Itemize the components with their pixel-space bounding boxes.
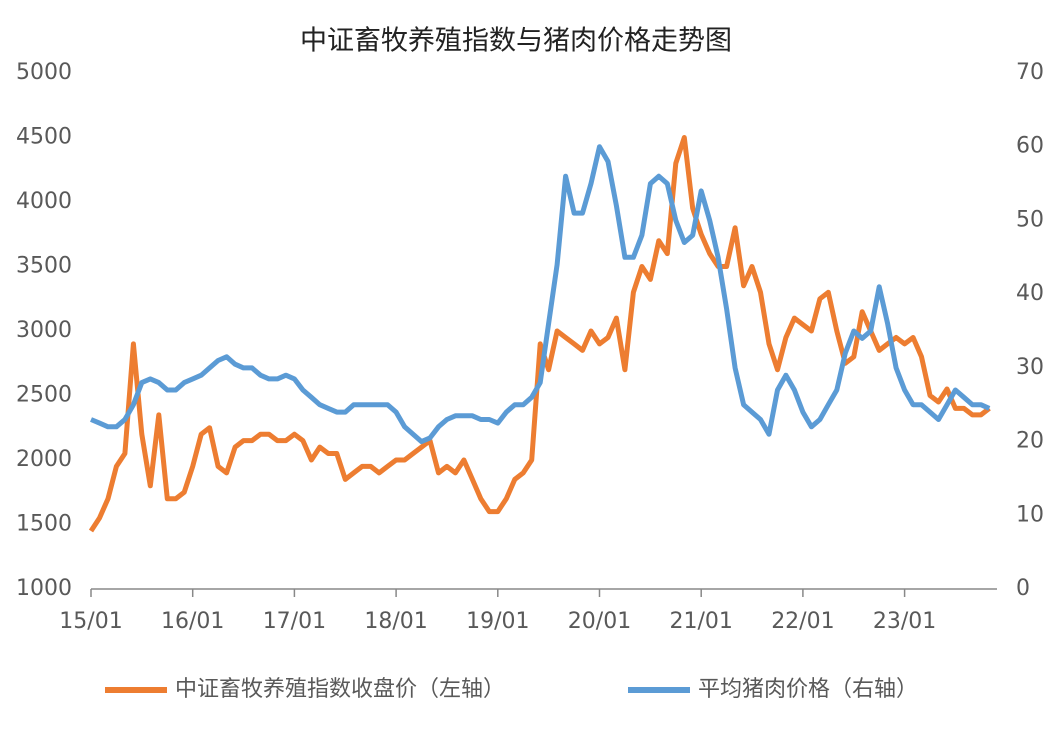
x-tick-label: 18/01 (364, 609, 427, 634)
y2-tick-label: 0 (1016, 576, 1030, 601)
y2-tick-label: 50 (1016, 207, 1044, 232)
y-tick-label: 4000 (16, 189, 72, 214)
y-tick-label: 1500 (16, 512, 72, 537)
y2-tick-label: 20 (1016, 429, 1044, 454)
y2-tick-label: 30 (1016, 355, 1044, 380)
legend-label: 平均猪肉价格（右轴） (698, 677, 918, 702)
y-tick-label: 5000 (16, 60, 72, 85)
x-tick-label: 15/01 (59, 609, 122, 634)
x-tick-label: 16/01 (161, 609, 224, 634)
x-tick-label: 22/01 (771, 609, 834, 634)
series-line (90, 144, 991, 445)
y2-tick-label: 10 (1016, 502, 1044, 527)
y-tick-label: 2500 (16, 383, 72, 408)
x-tick-label: 17/01 (263, 609, 326, 634)
y-tick-label: 2000 (16, 447, 72, 472)
x-tick-label: 19/01 (466, 609, 529, 634)
series-line (88, 135, 991, 533)
y-tick-label: 4500 (16, 125, 72, 150)
legend-label: 中证畜牧养殖指数收盘价（左轴） (175, 677, 505, 702)
y2-tick-label: 60 (1016, 134, 1044, 159)
x-tick-label: 20/01 (568, 609, 631, 634)
y2-tick-label: 70 (1016, 60, 1044, 85)
y-tick-label: 3000 (16, 318, 72, 343)
y-tick-label: 3500 (16, 254, 72, 279)
y2-tick-label: 40 (1016, 281, 1044, 306)
x-tick-label: 23/01 (873, 609, 936, 634)
chart-title: 中证畜牧养殖指数与猪肉价格走势图 (300, 26, 732, 57)
y-tick-label: 1000 (16, 576, 72, 601)
x-tick-label: 21/01 (669, 609, 732, 634)
